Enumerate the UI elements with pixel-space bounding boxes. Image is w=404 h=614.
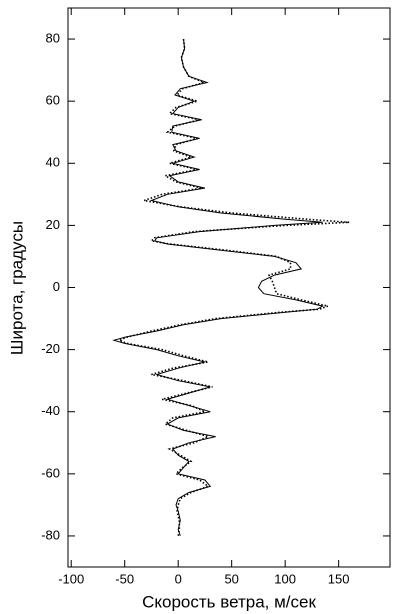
wind-profile (112, 39, 324, 537)
y-tick-label: -20 (41, 341, 60, 356)
y-tick-label: -80 (41, 527, 60, 542)
y-tick-label: 0 (53, 279, 60, 294)
x-tick-label: -50 (115, 571, 134, 586)
y-tick-label: 60 (46, 93, 60, 108)
y-tick-label: -60 (41, 465, 60, 480)
x-tick-label: -100 (58, 571, 84, 586)
plot-frame (67, 7, 391, 568)
x-tick-label: 0 (175, 571, 182, 586)
wind-profile (117, 39, 350, 537)
y-tick-label: 40 (46, 155, 60, 170)
y-axis-title: Широта, градусы (7, 221, 26, 355)
x-tick-label: 100 (274, 571, 296, 586)
x-tick-label: 150 (328, 571, 350, 586)
y-tick-label: 20 (46, 217, 60, 232)
y-tick-label: 80 (46, 30, 60, 45)
x-tick-label: 50 (224, 571, 238, 586)
x-axis-title: Скорость ветра, м/сек (142, 592, 316, 611)
y-tick-label: -40 (41, 403, 60, 418)
